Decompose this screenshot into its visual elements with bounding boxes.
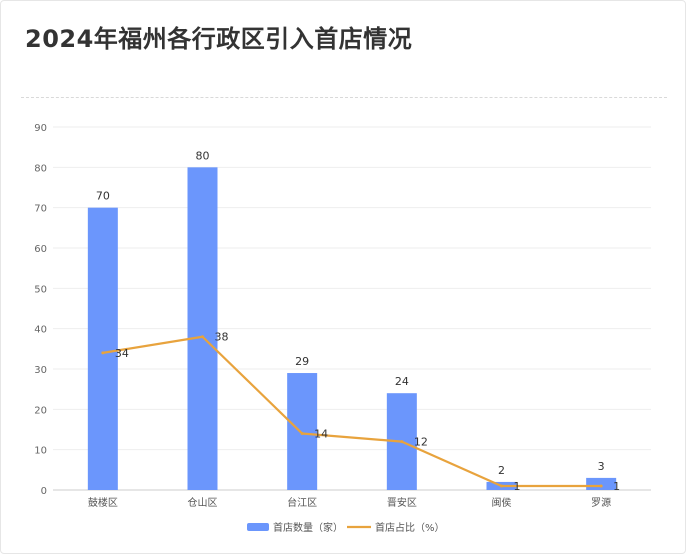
y-tick-label: 50 xyxy=(34,284,47,295)
line-point xyxy=(300,432,304,436)
x-tick-label: 鼓楼区 xyxy=(88,496,118,509)
bar-value-label: 3 xyxy=(598,460,605,473)
bar xyxy=(287,373,318,490)
x-tick-label: 闽侯 xyxy=(492,496,512,509)
line-point xyxy=(599,484,603,488)
y-tick-label: 40 xyxy=(34,325,47,336)
y-tick-label: 0 xyxy=(41,486,47,497)
bar-value-label: 80 xyxy=(196,149,210,162)
y-tick-label: 80 xyxy=(34,163,47,174)
bar xyxy=(187,167,218,491)
y-tick-label: 10 xyxy=(34,446,47,457)
x-tick-label: 台江区 xyxy=(287,496,317,509)
y-tick-label: 30 xyxy=(34,365,47,376)
line-point xyxy=(400,440,404,444)
bar xyxy=(586,477,617,490)
bar-value-label: 29 xyxy=(295,355,309,368)
legend-swatch-bar xyxy=(247,523,269,531)
line-value-label: 34 xyxy=(115,347,129,360)
x-tick-label: 仓山区 xyxy=(188,496,218,509)
bar-value-label: 70 xyxy=(96,190,110,203)
line-value-label: 12 xyxy=(414,436,428,449)
x-tick-label: 罗源 xyxy=(591,496,611,509)
line-value-label: 14 xyxy=(314,428,328,441)
line-value-label: 1 xyxy=(613,480,620,493)
legend-label-line: 首店占比（%） xyxy=(375,521,445,534)
line-series xyxy=(102,335,602,488)
y-tick-label: 60 xyxy=(34,244,47,255)
title-divider xyxy=(21,97,667,98)
bar-value-label: 24 xyxy=(395,375,409,388)
x-tick-label: 晋安区 xyxy=(387,496,417,509)
legend-label-bar: 首店数量（家） xyxy=(273,521,343,534)
y-tick-label: 70 xyxy=(34,204,47,215)
bar xyxy=(87,207,118,490)
y-tick-label: 90 xyxy=(34,123,47,134)
page-title: 2024年福州各行政区引入首店情况 xyxy=(25,25,413,53)
bar-value-label: 2 xyxy=(498,464,505,477)
line-value-label: 1 xyxy=(514,480,521,493)
line-point xyxy=(500,484,503,488)
y-tick-label: 20 xyxy=(34,405,47,416)
line-point xyxy=(201,335,204,339)
line-point xyxy=(101,351,105,355)
line-value-label: 38 xyxy=(215,331,229,344)
